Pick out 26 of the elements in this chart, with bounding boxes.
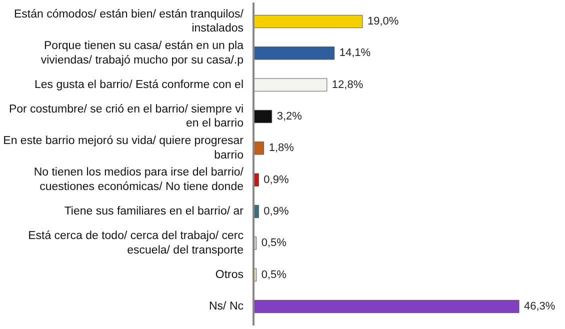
bar <box>254 300 520 314</box>
data-label: 3,2% <box>276 110 302 122</box>
y-tick-label: Están cómodos/ están bien/ están tranquilos/ instalados <box>14 8 244 35</box>
y-tick-label: Otros <box>215 268 244 281</box>
data-label: 0,9% <box>264 174 289 186</box>
bar <box>254 110 272 124</box>
y-tick-label: Por costumbre/ se crió en el barrio/ siempre vi en el barrio <box>8 103 244 130</box>
data-label: 0,5% <box>261 268 287 281</box>
bar <box>254 46 335 60</box>
y-tick-label: En este barrio mejoró su vida/ quiere progresar barrio <box>3 134 244 162</box>
y-tick-label: Tiene sus familiares en el barrio/ ar <box>64 206 244 218</box>
data-label: 1,8% <box>268 142 294 154</box>
data-label: 0,9% <box>264 206 289 218</box>
data-label: 12,8% <box>332 78 364 91</box>
data-label: 19,0% <box>367 16 399 28</box>
y-tick-label: Les gusta el barrio/ Está conforme con el <box>34 78 244 91</box>
y-tick-label: Está cerca de todo/ cerca del trabajo/ cerc escuela/ del transporte <box>28 230 244 256</box>
data-label: 14,1% <box>339 47 371 60</box>
data-label: 46,3% <box>524 300 556 312</box>
y-tick-label: Ns/ Nc <box>209 300 244 312</box>
y-tick-label: Porque tienen su casa/ están en un pla viviendas/ trabajó mucho por su casa/.p <box>40 40 244 66</box>
y-tick-label: No tienen los medios para irse del barrio/ cuestiones económicas/ No tiene donde <box>34 166 244 194</box>
bar <box>254 78 328 92</box>
bar <box>254 14 363 28</box>
data-label: 0,5% <box>261 237 287 250</box>
bar <box>254 142 264 155</box>
